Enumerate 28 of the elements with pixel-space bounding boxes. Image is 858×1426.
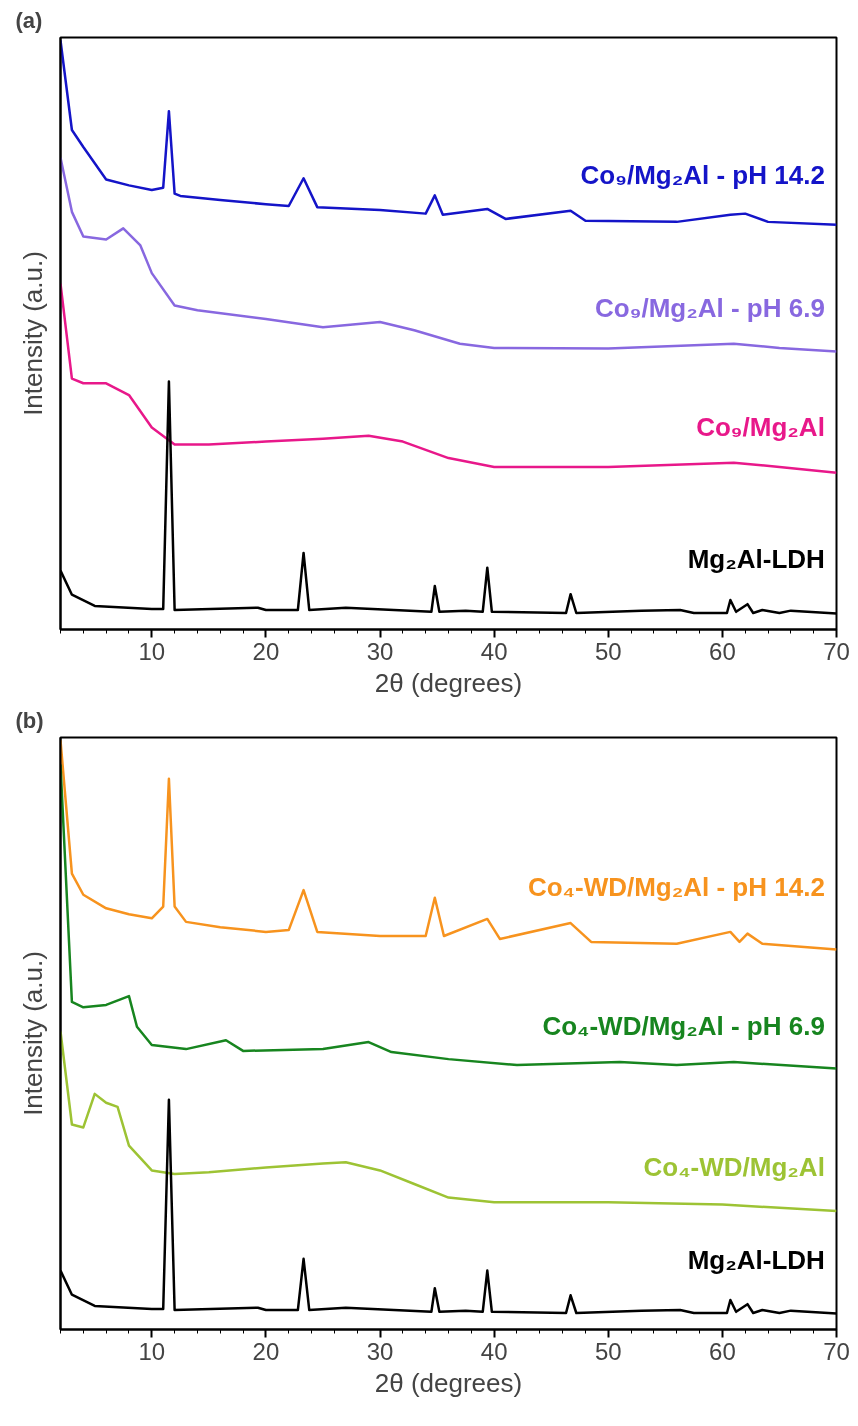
x-axis-title: 2θ (degrees) <box>374 1367 523 1398</box>
chart-title: (a) <box>15 7 43 33</box>
x-tick-label: 40 <box>480 637 508 665</box>
chart-title: (b) <box>15 707 44 733</box>
x-tick-label: 30 <box>366 637 394 665</box>
x-tick-label: 40 <box>480 1337 508 1365</box>
series-label: Mg₂Al-LDH <box>687 543 825 574</box>
x-tick-label: 60 <box>709 1337 736 1365</box>
x-tick-label: 20 <box>252 1337 280 1365</box>
x-tick-label: 50 <box>594 1337 622 1365</box>
x-tick-label: 10 <box>138 637 166 665</box>
x-tick-label: 70 <box>823 1337 850 1365</box>
x-tick-label: 20 <box>252 637 280 665</box>
series-label: Co₄-WD/Mg₂Al <box>643 1151 825 1182</box>
x-tick-label: 50 <box>594 637 622 665</box>
series-label: Co₉/Mg₂Al - pH 14.2 <box>580 160 825 191</box>
x-tick-label: 70 <box>823 637 850 665</box>
series-label: Co₉/Mg₂Al <box>696 412 825 443</box>
series-label: Co₉/Mg₂Al - pH 6.9 <box>595 293 825 324</box>
series-label: Mg₂Al-LDH <box>687 1244 825 1275</box>
series-label: Co₄-WD/Mg₂Al - pH 14.2 <box>527 872 825 903</box>
x-tick-label: 10 <box>138 1337 166 1365</box>
x-tick-label: 30 <box>366 1337 394 1365</box>
x-axis-title: 2θ (degrees) <box>374 667 523 698</box>
y-axis-title: Intensity (a.u.) <box>17 251 48 416</box>
x-tick-label: 60 <box>709 637 736 665</box>
series-label: Co₄-WD/Mg₂Al - pH 6.9 <box>542 1011 825 1042</box>
y-axis-title: Intensity (a.u.) <box>17 951 48 1116</box>
